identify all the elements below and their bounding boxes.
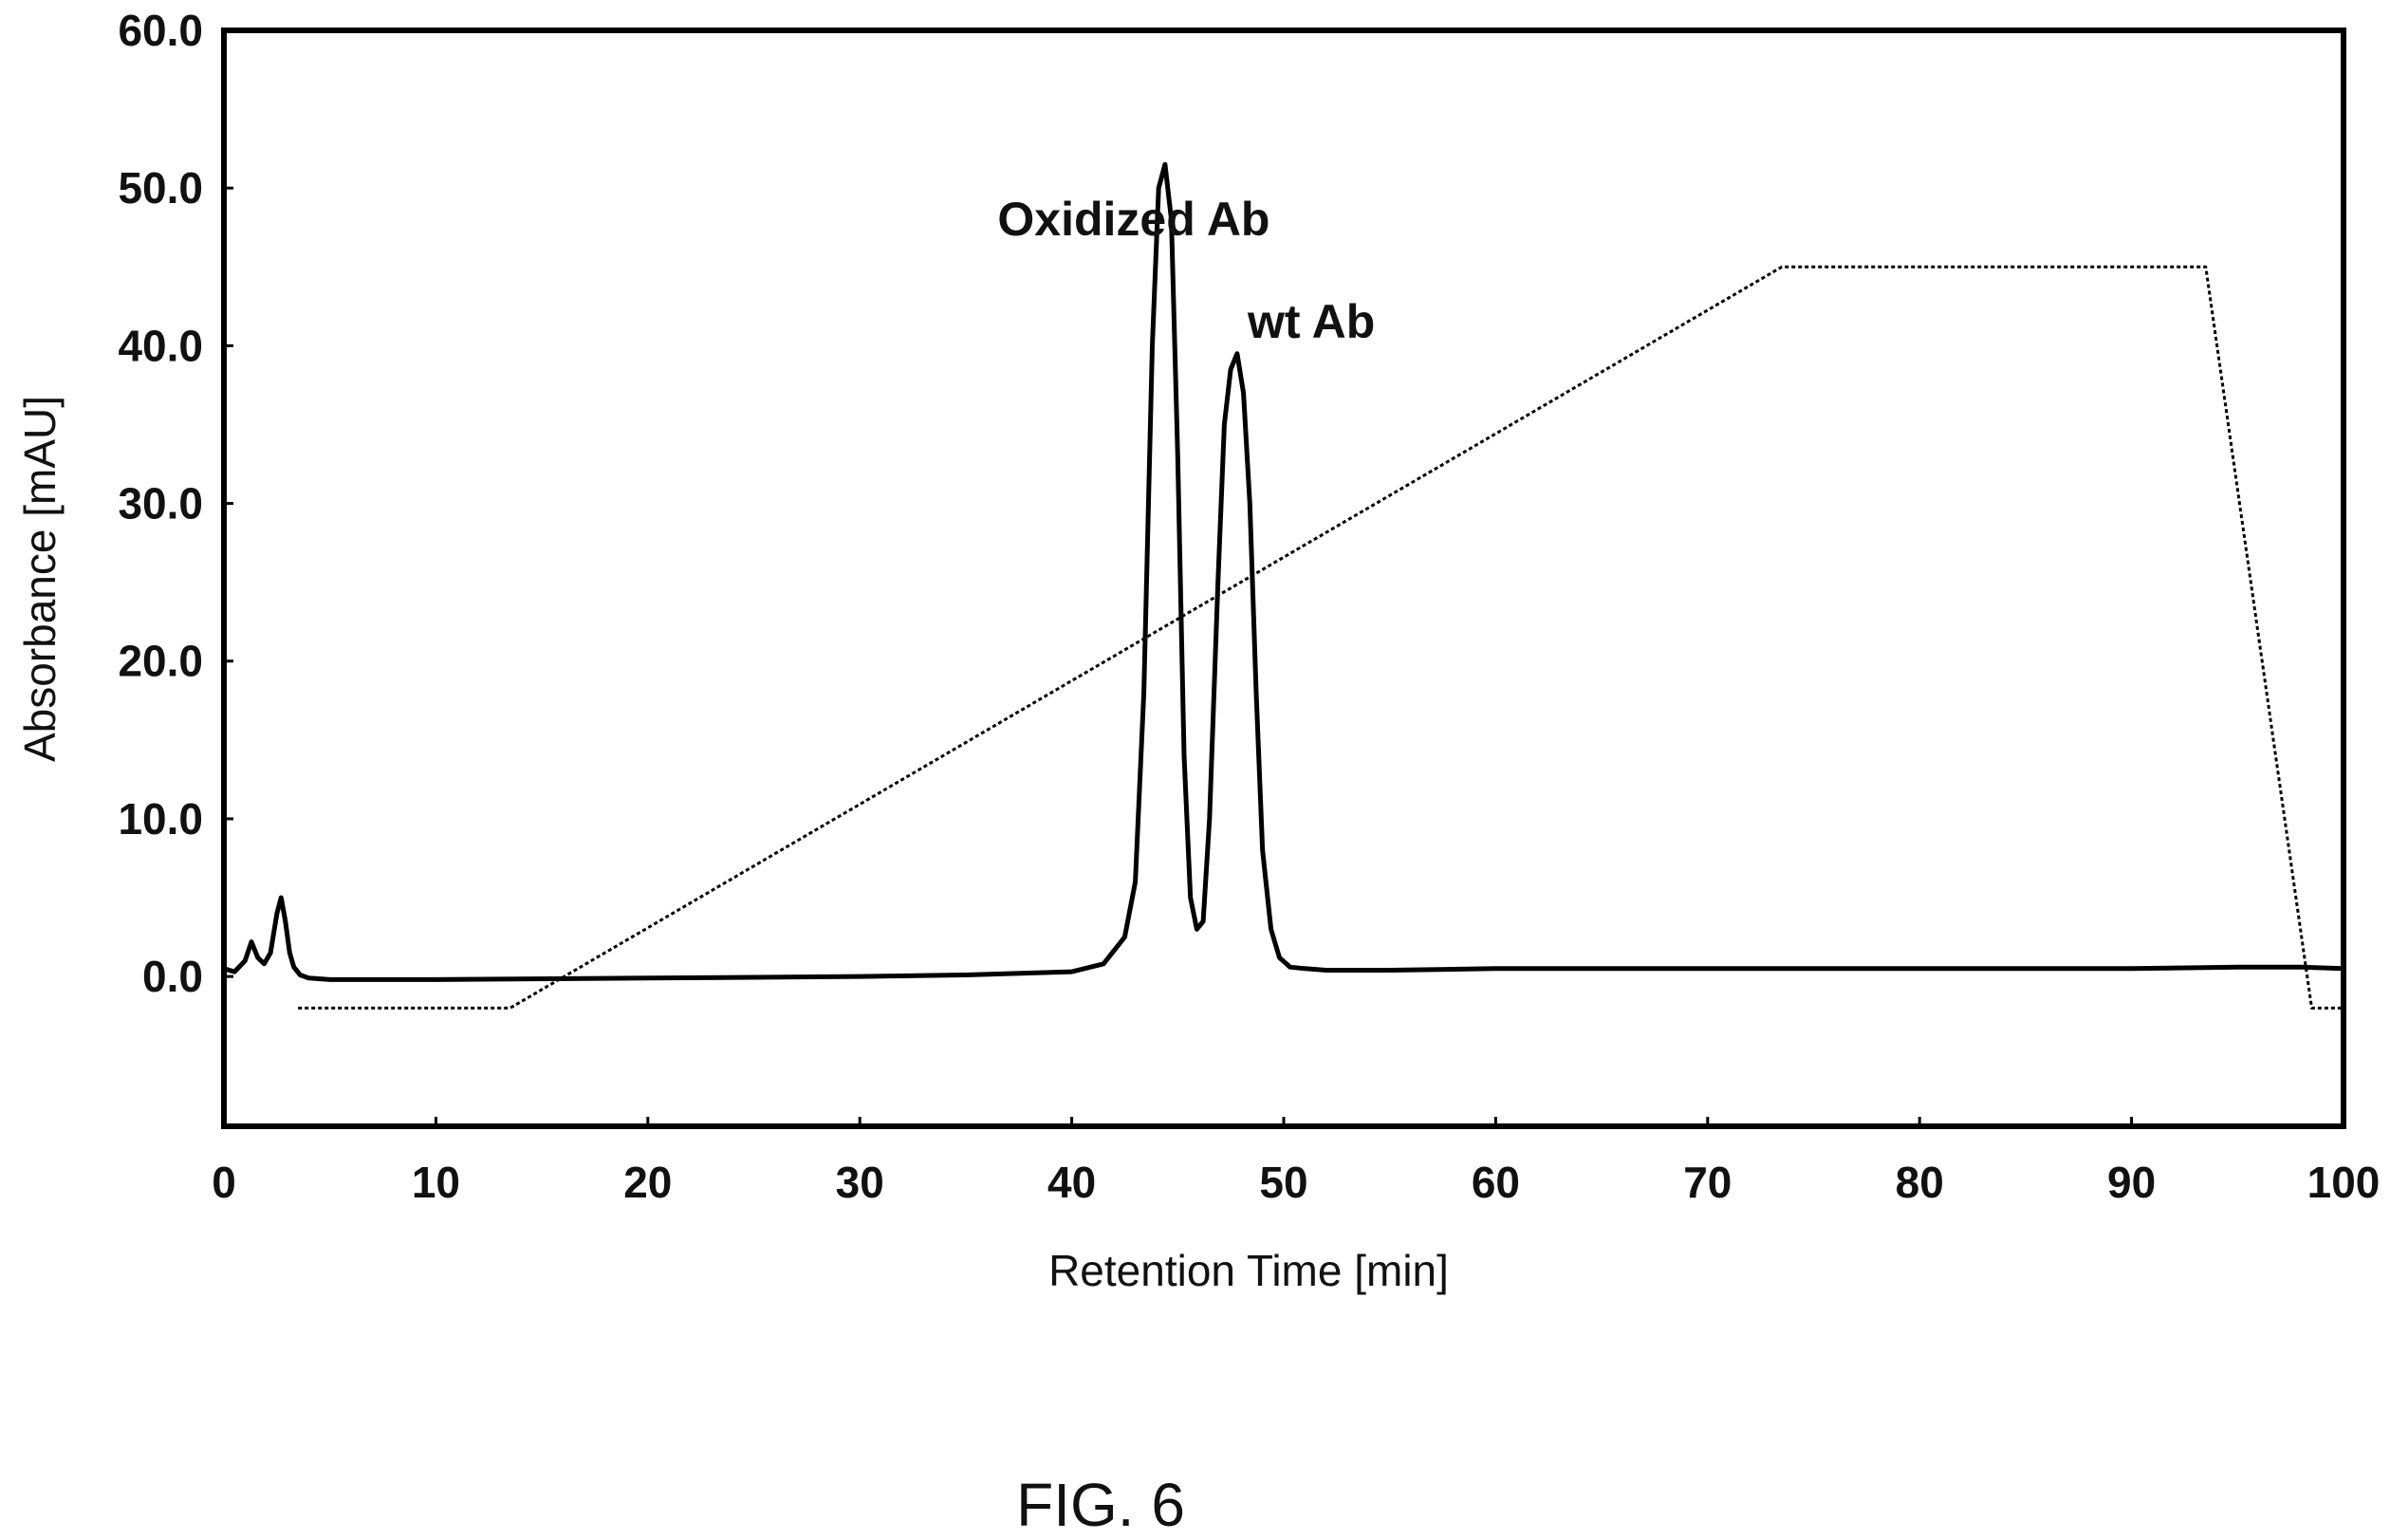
x-tick-label: 50: [1259, 1158, 1307, 1207]
x-tick-label: 60: [1472, 1158, 1520, 1207]
annotations: Oxidized Ab wt Ab: [997, 193, 1375, 348]
gradient-trace-line: [298, 265, 2344, 1010]
x-tick-label: 70: [1683, 1158, 1732, 1207]
y-tick-label: 40.0: [118, 321, 203, 370]
y-tick-label: 20.0: [118, 637, 203, 686]
x-tick-label: 90: [2107, 1158, 2156, 1207]
peak-annotation: wt Ab: [1247, 295, 1375, 348]
y-tick-label: 60.0: [118, 6, 203, 55]
x-tick-label: 20: [623, 1158, 672, 1207]
x-tick-label: 40: [1047, 1158, 1096, 1207]
y-axis-label: Absorbance [mAU]: [15, 396, 65, 762]
x-tick-label: 0: [212, 1158, 236, 1207]
x-tick-label: 100: [2307, 1158, 2381, 1207]
x-axis-ticks: 0 10 20 30 40 50 60 70 80 90 100: [212, 1117, 2380, 1207]
x-axis-label: Retention Time [min]: [1048, 1246, 1449, 1295]
x-tick-label: 30: [836, 1158, 884, 1207]
absorbance-trace-line: [223, 161, 2344, 982]
y-tick-label: 0.0: [142, 952, 203, 1001]
figure-caption: FIG. 6: [1016, 1471, 1185, 1539]
y-tick-label: 30.0: [118, 479, 203, 529]
y-axis-ticks: 0.0 10.0 20.0 30.0 40.0 50.0 60.0: [118, 6, 233, 1001]
y-tick-label: 10.0: [118, 794, 203, 844]
x-tick-label: 10: [412, 1158, 460, 1207]
series-layer: [223, 161, 2344, 1010]
peak-annotation: Oxidized Ab: [997, 193, 1269, 246]
y-tick-label: 50.0: [118, 163, 203, 213]
x-tick-label: 80: [1896, 1158, 1944, 1207]
